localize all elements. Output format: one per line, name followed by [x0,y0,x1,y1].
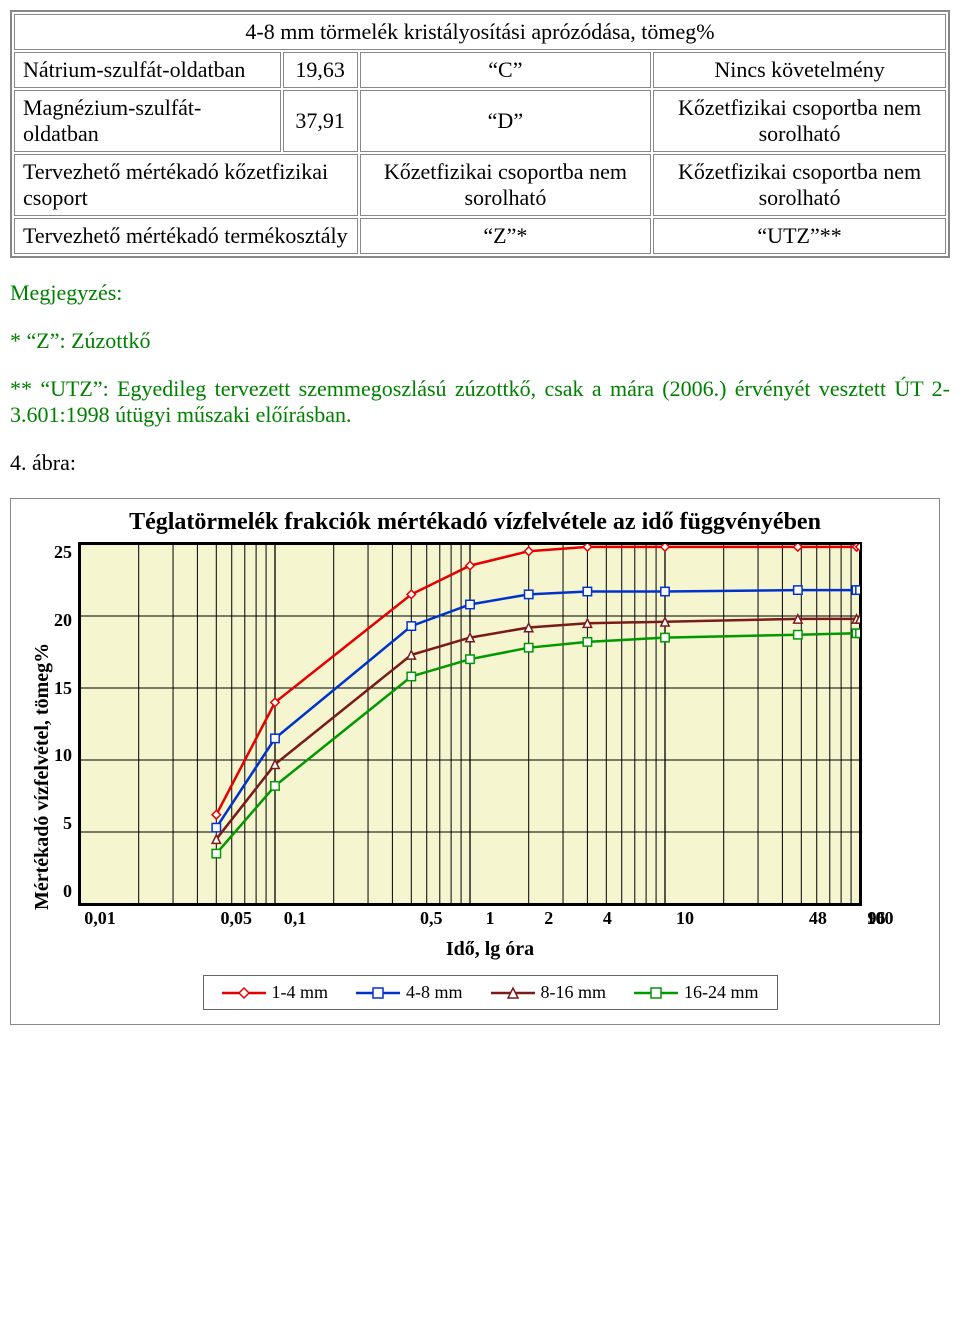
chart-ylabel: Mértékadó vízfelvétel, tömeg% [25,542,54,1010]
note-2: ** “UTZ”: Egyedileg tervezett szemmegosz… [10,376,950,428]
legend-item: 8-16 mm [491,982,607,1003]
cell: Nincs követelmény [653,52,946,88]
chart-title: Téglatörmelék frakciók mértékadó vízfelv… [25,509,925,536]
table-row: Tervezhető mértékadó termékosztály “Z”* … [14,218,946,254]
cell: Tervezhető mértékadó kőzetfizikai csopor… [14,154,358,216]
chart-xlabel: Idő, lg óra [100,938,880,961]
cell: “C” [360,52,652,88]
chart-container: Téglatörmelék frakciók mértékadó vízfelv… [10,498,940,1025]
chart-xticks: 0,010,050,10,5124104896100 [100,906,880,934]
cell: Magnézium-szulfát-oldatban [14,90,281,152]
figure-label: 4. ábra: [10,450,950,476]
notes-heading: Megjegyzés: [10,280,950,306]
cell: Nátrium-szulfát-oldatban [14,52,281,88]
table-title: 4-8 mm törmelék kristályosítási aprózódá… [14,14,946,50]
table-row: Nátrium-szulfát-oldatban 19,63 “C” Nincs… [14,52,946,88]
data-table: 4-8 mm törmelék kristályosítási aprózódá… [10,10,950,258]
cell: 37,91 [283,90,358,152]
cell: Tervezhető mértékadó termékosztály [14,218,358,254]
cell: “UTZ”** [653,218,946,254]
table-row: Tervezhető mértékadó kőzetfizikai csopor… [14,154,946,216]
cell: Kőzetfizikai csoportba nem sorolható [360,154,652,216]
table-row: Magnézium-szulfát-oldatban 37,91 “D” Kőz… [14,90,946,152]
chart-legend: 1-4 mm 4-8 mm 8-16 mm 16-24 mm [203,975,778,1010]
cell: Kőzetfizikai csoportba nem sorolható [653,154,946,216]
cell: 19,63 [283,52,358,88]
note-1: * “Z”: Zúzottkő [10,328,950,354]
chart-yticks: 2520151050 [54,542,78,902]
legend-item: 16-24 mm [634,982,759,1003]
chart-plot [78,542,862,906]
cell: “D” [360,90,652,152]
cell: Kőzetfizikai csoportba nem sorolható [653,90,946,152]
legend-item: 1-4 mm [222,982,329,1003]
cell: “Z”* [360,218,652,254]
legend-item: 4-8 mm [356,982,463,1003]
